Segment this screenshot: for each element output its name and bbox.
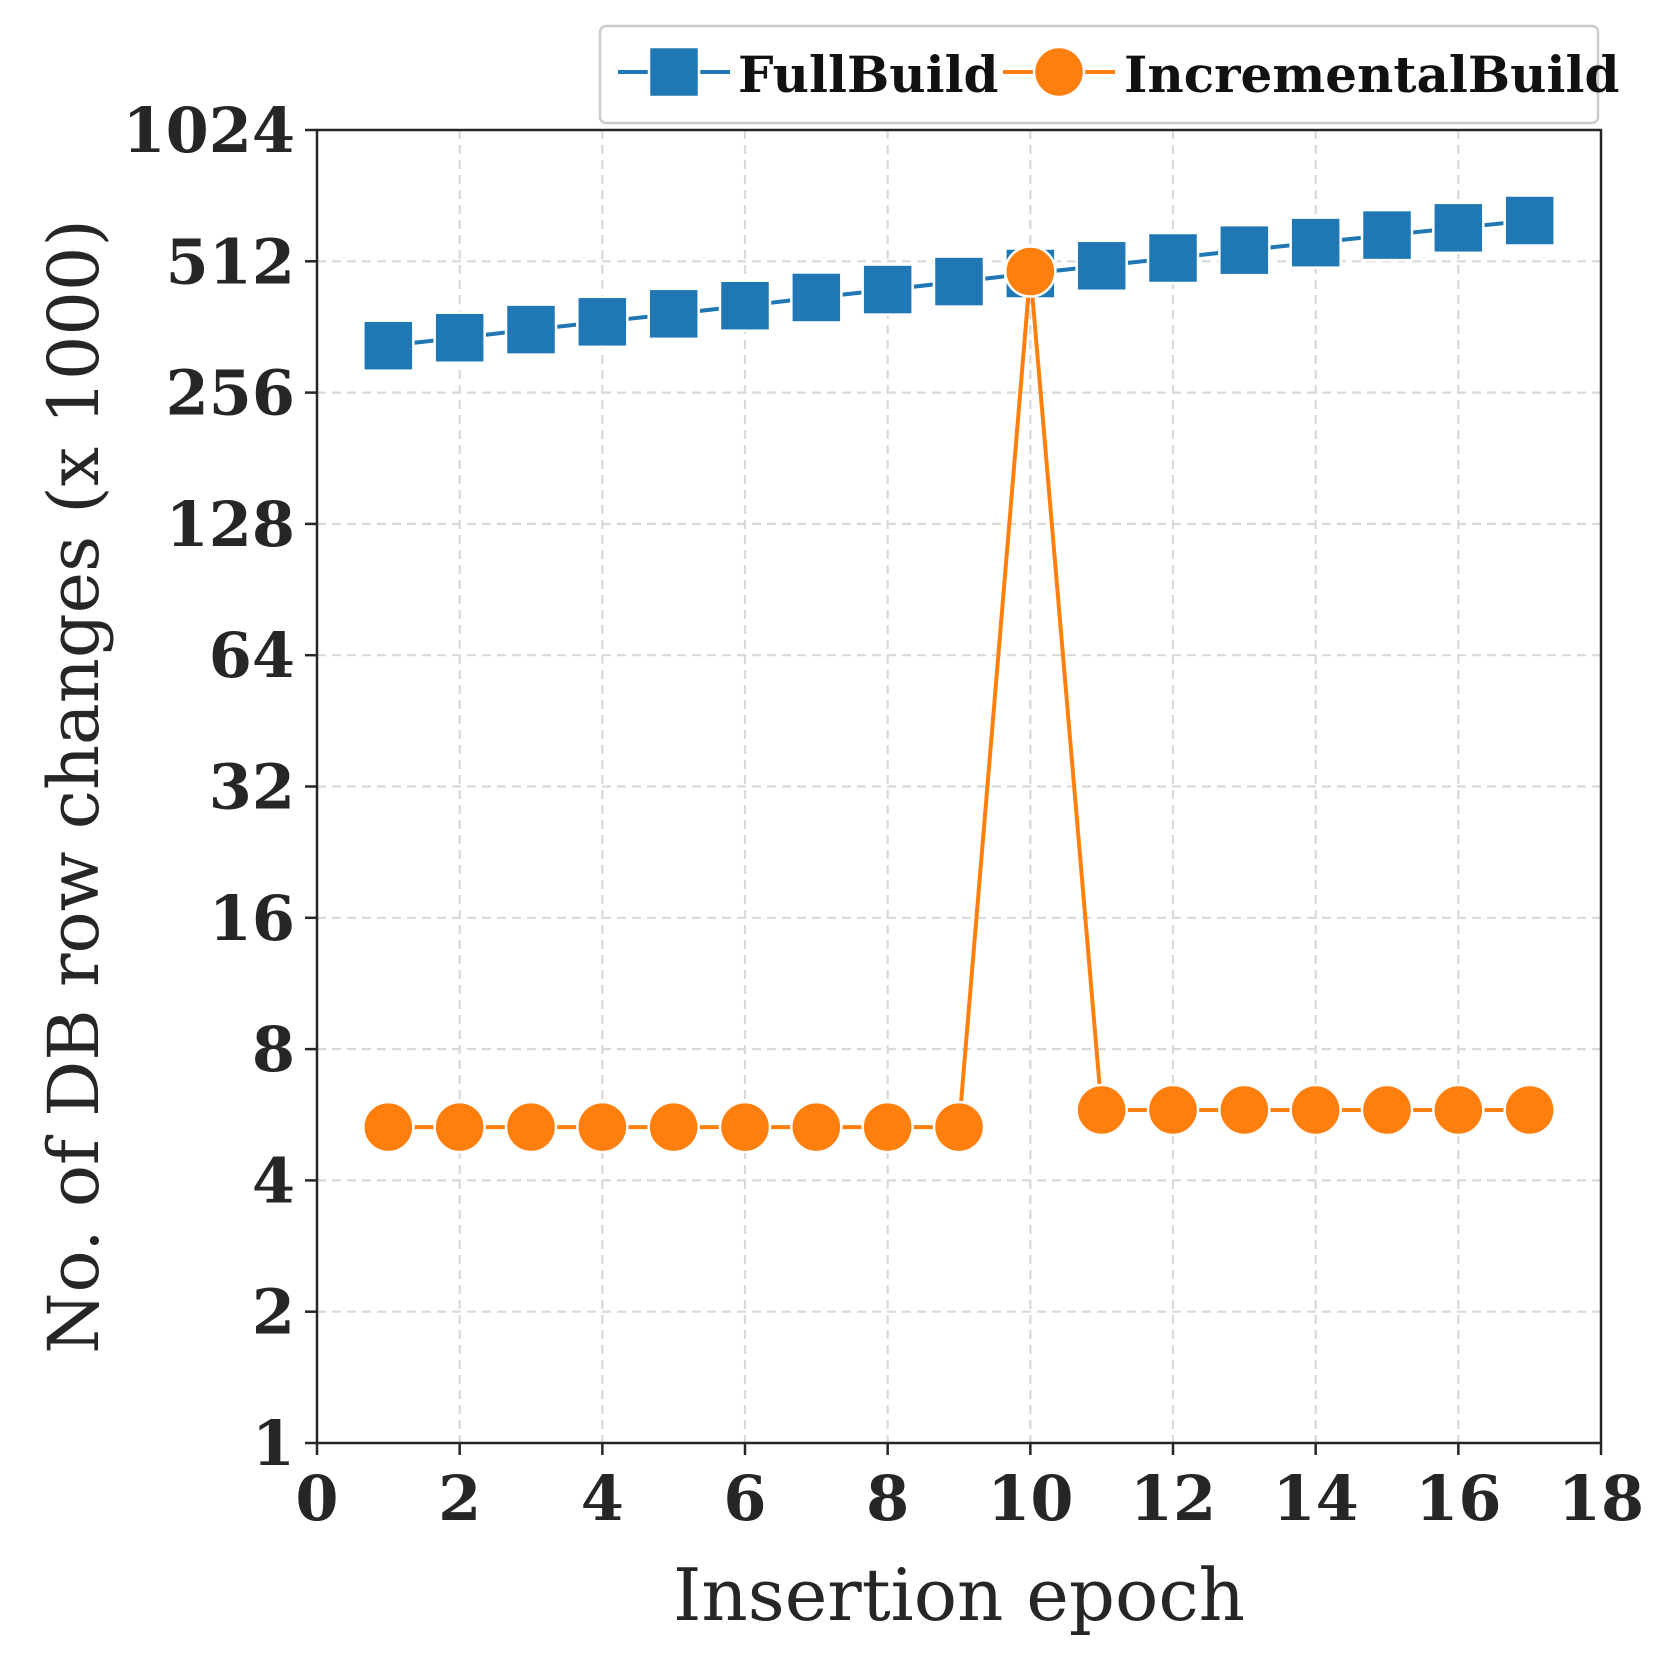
y-axis-title: No. of DB row changes (x 1000) (33, 219, 115, 1354)
x-tick-label: 18 (1558, 1462, 1644, 1535)
y-tick-label: 1024 (122, 94, 295, 167)
data-point (1218, 1083, 1271, 1137)
data-point (1075, 239, 1128, 293)
legend-label: IncrementalBuild (1124, 45, 1619, 104)
y-axis: 1 2 4 8 16 32 64 128 256 512 1024 (122, 94, 317, 1480)
data-point (861, 263, 914, 316)
data-point (576, 1100, 629, 1154)
x-tick-label: 16 (1415, 1462, 1501, 1535)
legend-label: FullBuild (738, 45, 999, 104)
data-point (861, 1100, 914, 1154)
data-point (504, 303, 558, 356)
y-tick-label: 512 (166, 225, 295, 298)
legend: FullBuild IncrementalBuild (598, 24, 1619, 125)
data-point (1075, 1083, 1128, 1137)
data-point (362, 319, 415, 372)
y-tick-label: 2 (252, 1276, 295, 1349)
legend-item-FullBuild: FullBuild (618, 45, 999, 104)
y-tick-label: 64 (209, 619, 295, 692)
series-IncrementalBuild (362, 245, 1556, 1154)
y-tick-label: 8 (252, 1013, 295, 1086)
x-tick-label: 12 (1130, 1462, 1216, 1535)
data-point (433, 1100, 486, 1154)
data-point (1432, 201, 1485, 255)
series-line (388, 271, 1530, 1130)
y-tick-label: 16 (209, 882, 295, 955)
data-point (576, 295, 629, 349)
data-point (1503, 1083, 1556, 1137)
data-point (790, 1100, 843, 1154)
data-point (647, 1100, 700, 1154)
data-point (932, 255, 986, 308)
data-point (1218, 223, 1271, 277)
x-tick-label: 8 (866, 1462, 909, 1535)
y-tick-label: 4 (252, 1144, 295, 1217)
data-point (1289, 1083, 1342, 1137)
x-tick-label: 10 (987, 1462, 1073, 1535)
legend-marker (1032, 45, 1086, 99)
data-point (718, 1100, 772, 1154)
data-point (1360, 1083, 1414, 1137)
legend-marker (647, 45, 701, 99)
x-tick-label: 2 (438, 1462, 481, 1535)
series-layer (362, 194, 1556, 1154)
y-tick-label: 128 (166, 488, 295, 561)
data-point (1289, 216, 1342, 269)
data-point (362, 1100, 415, 1154)
series-FullBuild (362, 194, 1556, 372)
y-tick-label: 32 (209, 751, 295, 824)
data-point (932, 1100, 986, 1154)
data-point (504, 1100, 558, 1154)
x-tick-label: 6 (723, 1462, 766, 1535)
x-axis-title: Insertion epoch (673, 1553, 1245, 1637)
data-point (1360, 208, 1414, 262)
y-tick-label: 1 (252, 1407, 295, 1480)
data-point (433, 311, 486, 364)
data-point (718, 279, 772, 332)
data-point (1146, 1083, 1200, 1137)
x-tick-label: 0 (295, 1462, 338, 1535)
data-point (1432, 1083, 1485, 1137)
data-point (1146, 231, 1200, 285)
data-point (790, 271, 843, 324)
x-tick-label: 4 (581, 1462, 624, 1535)
data-point (1004, 245, 1057, 298)
data-point (1503, 194, 1556, 247)
legend-box (598, 24, 1600, 125)
x-tick-label: 14 (1273, 1462, 1359, 1535)
y-tick-label: 256 (166, 357, 295, 430)
legend-item-IncrementalBuild: IncrementalBuild (1003, 45, 1619, 104)
data-point (647, 287, 700, 341)
x-axis: 0 2 4 6 8 10 12 14 16 18 (295, 1443, 1644, 1535)
